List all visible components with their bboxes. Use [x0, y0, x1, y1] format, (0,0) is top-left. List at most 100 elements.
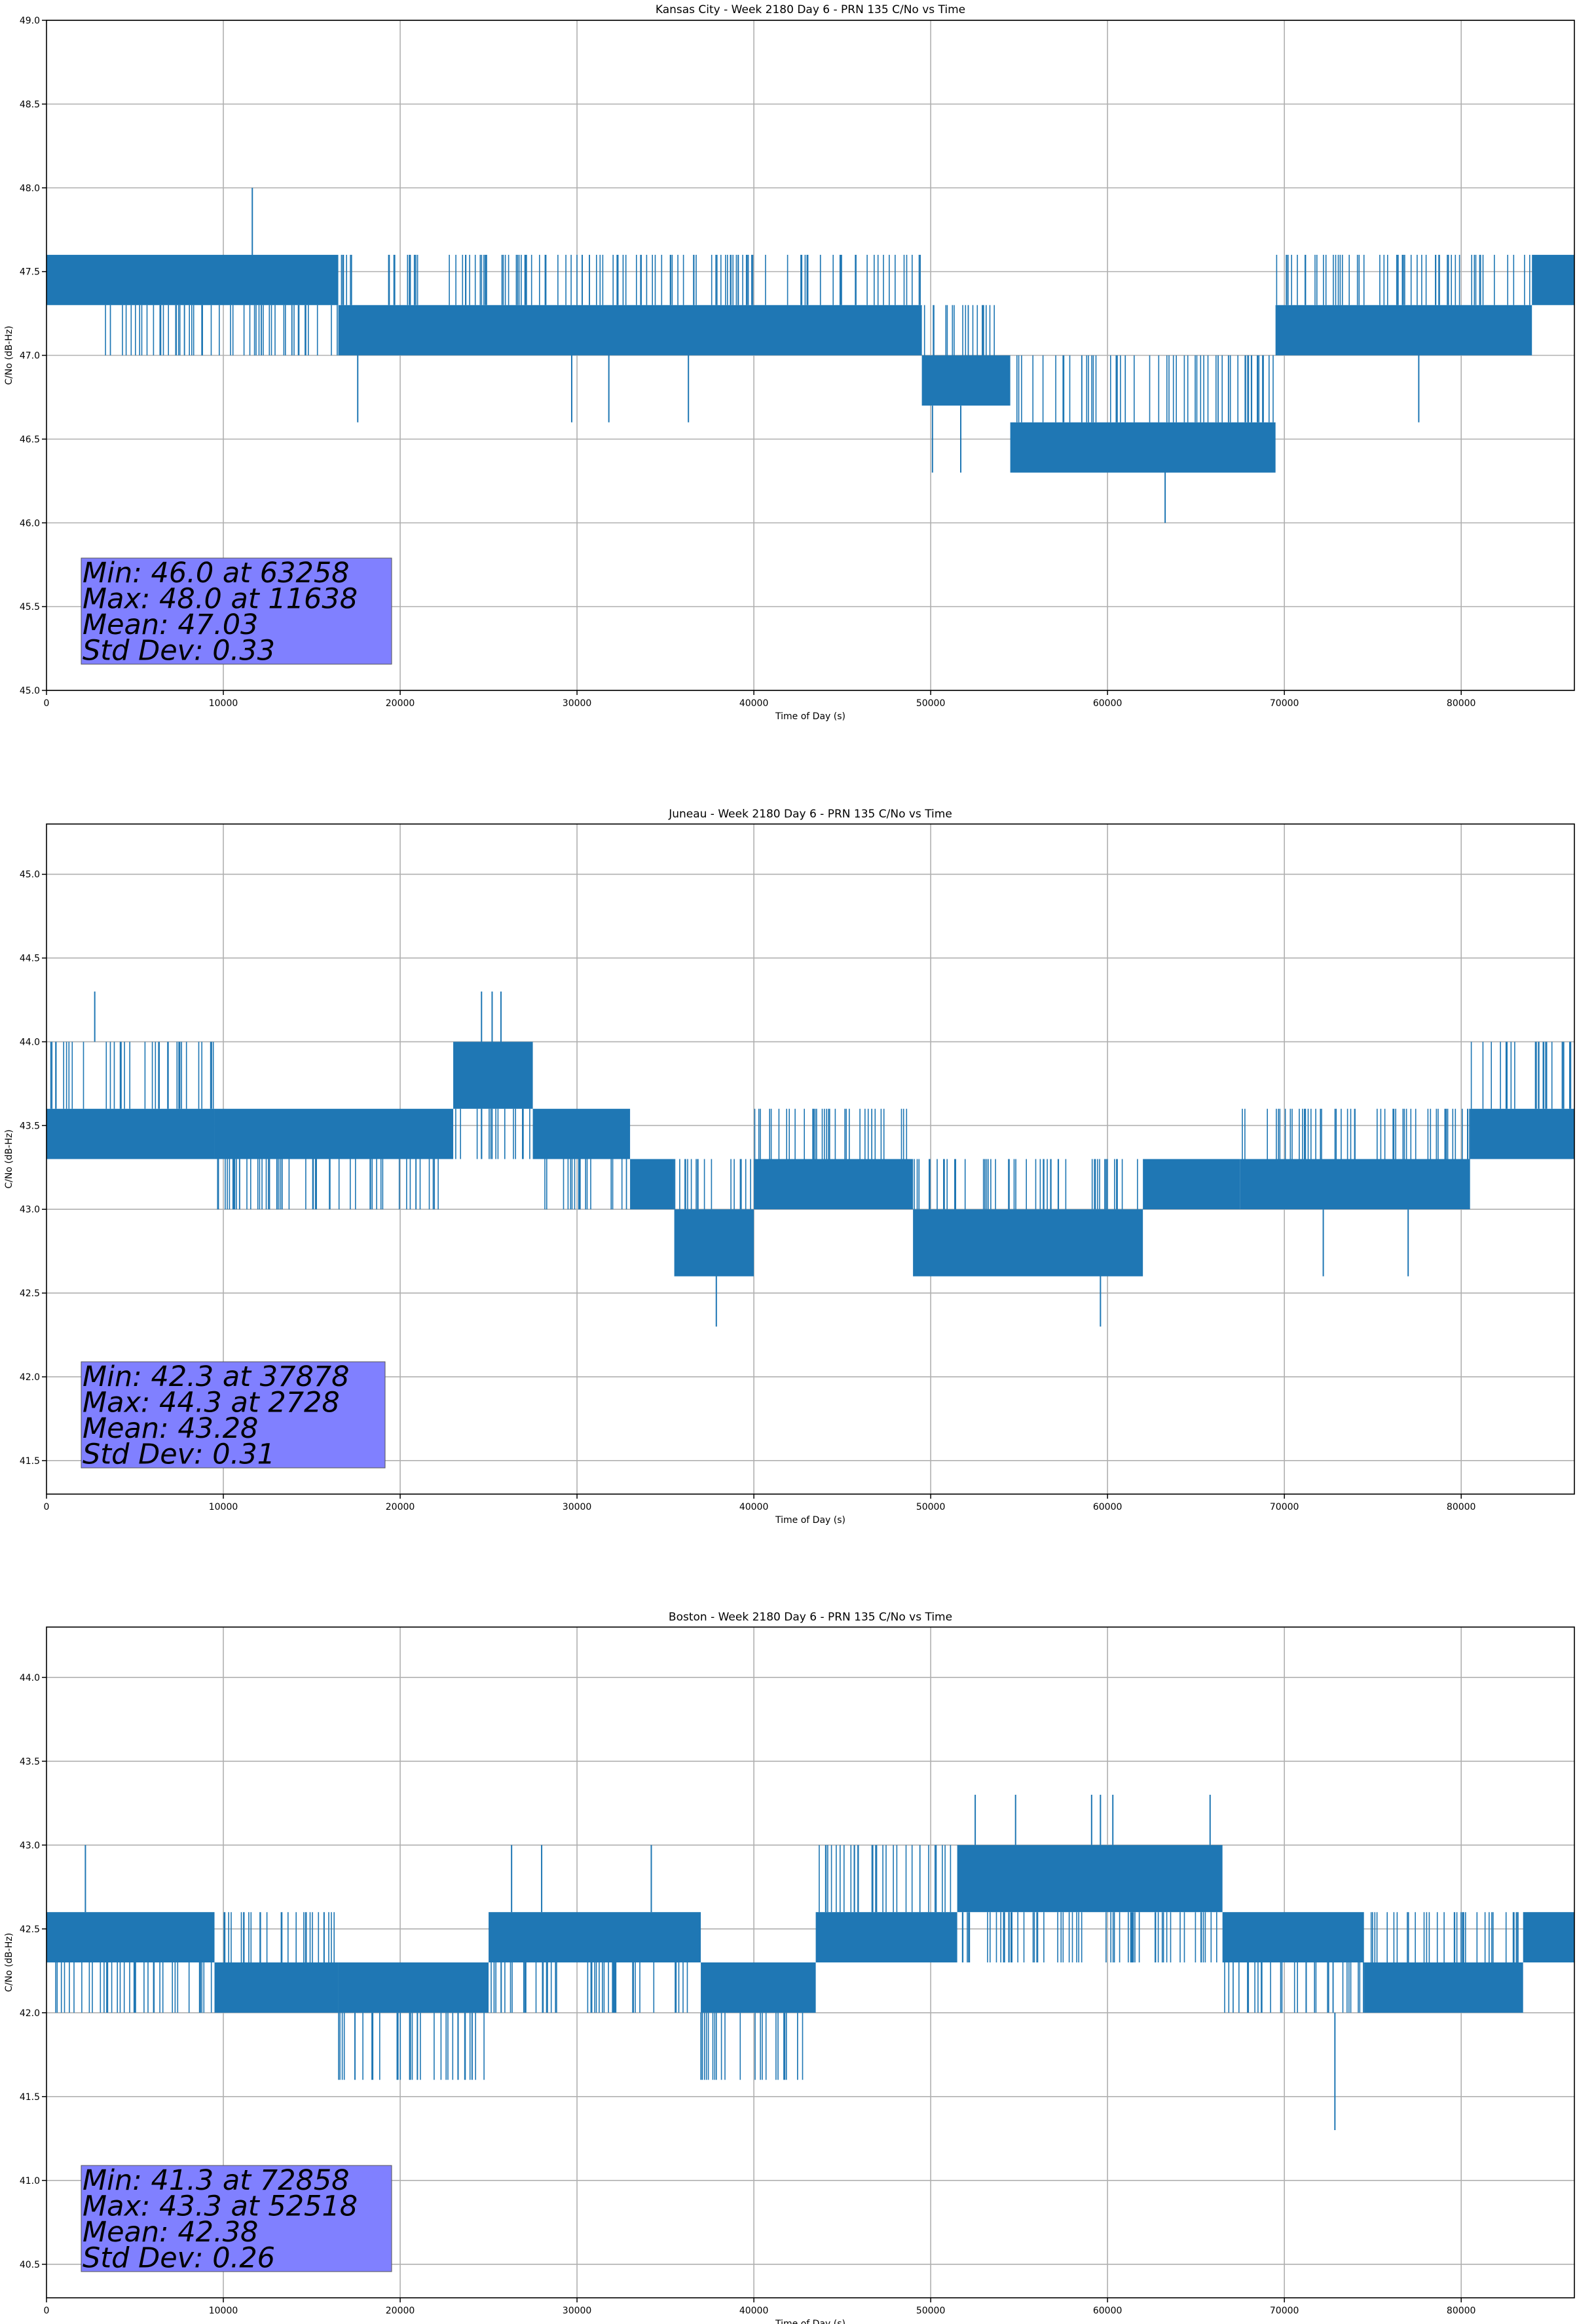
x-tick-label: 40000	[739, 1502, 769, 1512]
data-band	[489, 1912, 701, 1962]
x-tick-label: 80000	[1447, 1502, 1476, 1512]
stats-line-3: Std Dev: 0.31	[83, 1438, 275, 1471]
data-band	[1364, 1962, 1523, 2013]
data-band	[453, 1041, 533, 1109]
y-tick-label: 41.5	[20, 1456, 40, 1467]
y-tick-label: 45.0	[20, 870, 40, 880]
y-tick-label: 43.5	[20, 1121, 40, 1131]
series-C/No	[46, 1795, 1574, 2130]
chart-title: Juneau - Week 2180 Day 6 - PRN 135 C/No …	[668, 808, 952, 821]
x-tick-label: 60000	[1093, 698, 1122, 709]
stats-box-bg	[81, 2165, 392, 2272]
data-band	[214, 1108, 454, 1159]
stats-line-1: Max: 48.0 at 11638	[83, 583, 358, 616]
x-tick-label: 80000	[1447, 698, 1476, 709]
y-tick-label: 42.5	[20, 1924, 40, 1935]
x-tick-label: 20000	[386, 698, 415, 709]
y-tick-label: 43.5	[20, 1757, 40, 1767]
data-flicker	[674, 1159, 751, 1210]
data-flicker	[491, 1962, 688, 2013]
data-band	[46, 1912, 215, 1962]
x-tick-label: 40000	[739, 698, 769, 709]
x-tick-label: 80000	[1447, 2306, 1476, 2316]
stats-line-2: Mean: 47.03	[83, 609, 258, 641]
stats-line-0: Min: 46.0 at 63258	[83, 557, 350, 590]
y-tick-label: 47.0	[20, 351, 40, 362]
x-tick-label: 30000	[563, 698, 592, 709]
data-flicker	[50, 1041, 214, 1109]
x-tick-label: 70000	[1270, 698, 1299, 709]
data-band	[82, 255, 339, 305]
data-band	[1523, 1912, 1574, 1962]
y-tick-label: 43.0	[20, 1841, 40, 1851]
data-band	[957, 1845, 1223, 1913]
x-tick-label: 10000	[209, 2306, 238, 2316]
stats-line-0: Min: 42.3 at 37878	[83, 1360, 350, 1393]
y-tick-label: 41.0	[20, 2176, 40, 2186]
data-band	[214, 1962, 339, 2013]
data-flicker	[700, 2012, 804, 2080]
stats-line-1: Max: 43.3 at 52518	[83, 2190, 358, 2223]
data-band	[338, 1962, 489, 2013]
data-band	[921, 355, 1011, 406]
y-tick-label: 45.0	[20, 686, 40, 696]
data-band	[913, 1209, 1143, 1277]
y-tick-label: 41.5	[20, 2092, 40, 2103]
data-flicker	[961, 1912, 1217, 1962]
data-flicker	[217, 1159, 439, 1210]
x-tick-label: 0	[44, 698, 50, 709]
data-flicker	[1242, 1108, 1470, 1159]
data-band	[754, 1159, 914, 1210]
stats-line-3: Std Dev: 0.33	[83, 635, 275, 667]
y-tick-label: 46.0	[20, 518, 40, 529]
stats-box-bg	[81, 1361, 386, 1469]
data-flicker	[223, 1912, 335, 1962]
plot-frame	[46, 823, 1575, 1495]
data-flicker	[1016, 355, 1274, 422]
data-flicker	[338, 2012, 485, 2080]
data-flicker	[819, 1845, 952, 1913]
data-band	[701, 1962, 816, 2013]
y-tick-label: 45.5	[20, 602, 40, 612]
data-flicker	[754, 1108, 908, 1159]
y-tick-label: 44.0	[20, 1673, 40, 1683]
stats-line-0: Min: 41.3 at 72858	[83, 2164, 350, 2197]
data-band	[674, 1209, 754, 1277]
y-tick-label: 44.0	[20, 1037, 40, 1047]
data-band	[1470, 1108, 1574, 1159]
data-flicker	[923, 305, 995, 356]
series-C/No	[46, 991, 1574, 1327]
y-tick-label: 40.5	[20, 2260, 40, 2270]
x-tick-label: 70000	[1270, 1502, 1299, 1512]
x-tick-label: 40000	[739, 2306, 769, 2316]
y-tick-label: 42.0	[20, 1372, 40, 1383]
y-tick-label: 42.0	[20, 2008, 40, 2019]
chart-panel-1: Juneau - Week 2180 Day 6 - PRN 135 C/No …	[4, 808, 1575, 1526]
y-tick-label: 49.0	[20, 16, 40, 26]
chart-title: Kansas City - Week 2180 Day 6 - PRN 135 …	[656, 3, 965, 16]
data-flicker	[1470, 1041, 1572, 1109]
plot-frame	[46, 1626, 1575, 2298]
data-band	[532, 1108, 631, 1159]
x-tick-label: 20000	[386, 2306, 415, 2316]
x-tick-label: 30000	[563, 2306, 592, 2316]
x-tick-label: 60000	[1093, 1502, 1122, 1512]
stats-box-bg	[81, 557, 392, 665]
data-band	[1222, 1912, 1364, 1962]
x-tick-label: 50000	[916, 1502, 946, 1512]
data-band	[46, 255, 83, 305]
y-tick-label: 43.0	[20, 1205, 40, 1215]
stats-line-1: Max: 44.3 at 2728	[83, 1387, 340, 1419]
data-band	[815, 1912, 957, 1962]
data-flicker	[544, 1159, 627, 1210]
x-tick-label: 0	[44, 2306, 50, 2316]
y-tick-label: 46.5	[20, 434, 40, 445]
y-axis-label: C/No (dB-Hz)	[4, 326, 14, 384]
x-tick-label: 60000	[1093, 2306, 1122, 2316]
data-band	[630, 1159, 675, 1210]
data-flicker	[55, 1962, 212, 2013]
y-tick-label: 42.5	[20, 1288, 40, 1299]
y-axis-label: C/No (dB-Hz)	[4, 1129, 14, 1188]
